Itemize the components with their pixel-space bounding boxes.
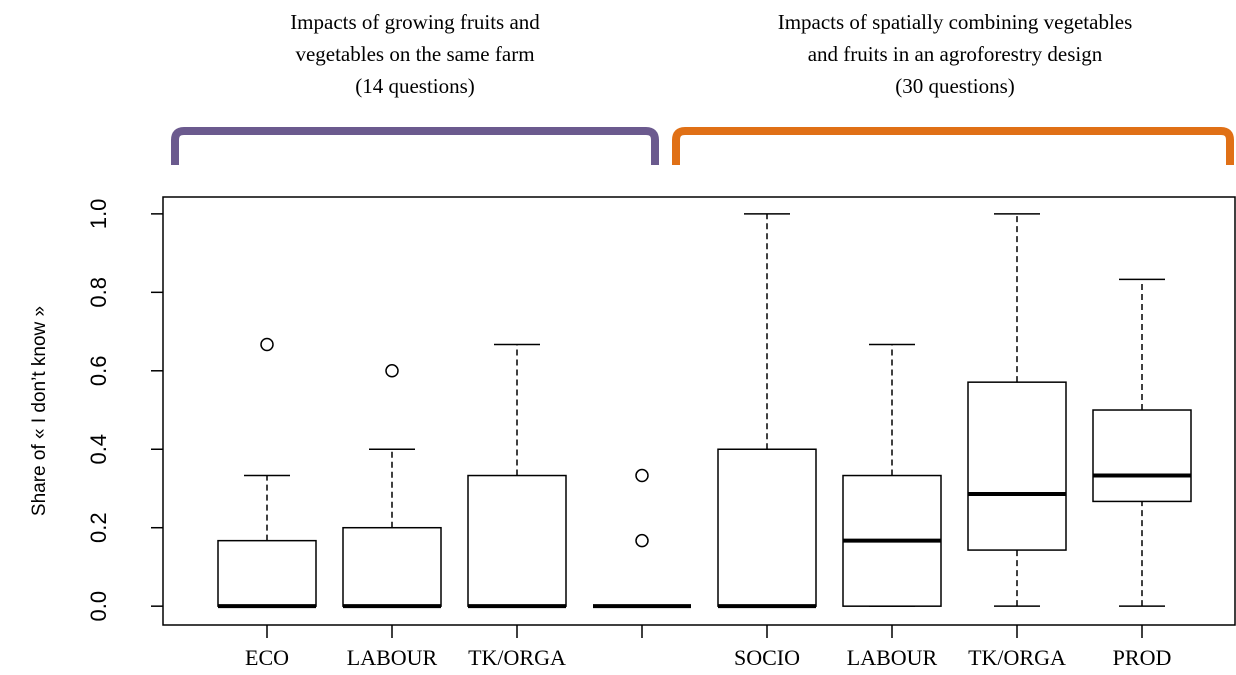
group-title: and fruits in an agroforestry design (808, 42, 1103, 66)
x-tick-label: ECO (245, 645, 289, 670)
box (342, 526, 442, 607)
x-tick-label: PROD (1113, 645, 1172, 670)
outlier (385, 364, 399, 378)
y-tick-label: 1.0 (86, 199, 111, 230)
x-tick-label: LABOUR (347, 645, 438, 670)
x-tick-label: TK/ORGA (468, 645, 566, 670)
group-title: (30 questions) (895, 74, 1015, 98)
box (217, 539, 317, 607)
outlier (635, 468, 649, 483)
box (467, 474, 567, 607)
x-tick-label: SOCIO (734, 645, 800, 670)
group-title: (14 questions) (355, 74, 475, 98)
group-bracket (171, 127, 659, 165)
group-bracket (672, 127, 1234, 165)
y-tick-label: 0.0 (86, 591, 111, 622)
group-title: vegetables on the same farm (295, 42, 534, 66)
x-tick-label: LABOUR (847, 645, 938, 670)
box (1092, 409, 1192, 503)
plot-frame (162, 196, 1236, 626)
y-axis-label: Share of « I don’t know » (29, 306, 50, 516)
outlier (260, 337, 274, 352)
y-tick-label: 0.6 (86, 355, 111, 386)
outlier (635, 533, 649, 548)
y-tick-label: 0.4 (86, 434, 111, 465)
box (967, 381, 1067, 551)
group-title: Impacts of growing fruits and (290, 10, 540, 34)
box (717, 448, 817, 607)
y-tick-label: 0.8 (86, 277, 111, 308)
x-tick-label: TK/ORGA (968, 645, 1066, 670)
y-tick-label: 0.2 (86, 512, 111, 543)
group-title: Impacts of spatially combining vegetable… (778, 10, 1133, 34)
